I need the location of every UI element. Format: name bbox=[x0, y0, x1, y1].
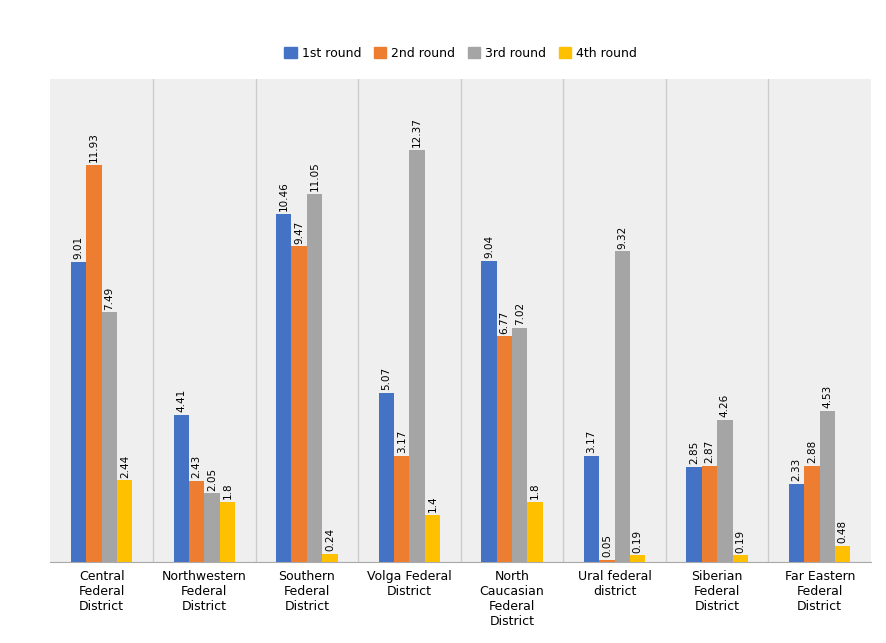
Bar bbox=[394, 456, 409, 562]
Bar bbox=[584, 456, 599, 562]
Bar bbox=[481, 261, 497, 562]
Text: 2.33: 2.33 bbox=[791, 458, 802, 482]
Text: 0.48: 0.48 bbox=[838, 520, 848, 543]
Bar bbox=[102, 312, 117, 562]
Text: 2.87: 2.87 bbox=[704, 440, 714, 464]
Bar bbox=[276, 213, 291, 562]
Text: 7.02: 7.02 bbox=[515, 302, 525, 325]
Text: 9.04: 9.04 bbox=[484, 235, 494, 258]
Legend: 1st round, 2nd round, 3rd round, 4th round: 1st round, 2nd round, 3rd round, 4th rou… bbox=[279, 42, 642, 65]
Bar bbox=[424, 515, 440, 562]
Bar bbox=[512, 328, 527, 562]
Bar bbox=[86, 165, 102, 562]
Text: 1.8: 1.8 bbox=[530, 482, 540, 499]
Bar bbox=[117, 480, 133, 562]
Text: 11.93: 11.93 bbox=[89, 132, 99, 162]
Text: 9.01: 9.01 bbox=[74, 236, 83, 259]
Text: 9.47: 9.47 bbox=[294, 221, 304, 244]
Text: 1.4: 1.4 bbox=[428, 496, 438, 512]
Text: 9.32: 9.32 bbox=[618, 226, 627, 249]
Text: 7.49: 7.49 bbox=[105, 286, 114, 310]
Bar bbox=[789, 484, 804, 562]
Text: 5.07: 5.07 bbox=[381, 367, 392, 390]
Text: 2.85: 2.85 bbox=[689, 441, 699, 464]
Bar bbox=[733, 556, 748, 562]
Bar bbox=[409, 150, 424, 562]
Text: 0.24: 0.24 bbox=[325, 528, 335, 551]
Bar bbox=[717, 420, 733, 562]
Bar bbox=[189, 481, 205, 562]
Text: 2.88: 2.88 bbox=[807, 440, 817, 463]
Text: 3.17: 3.17 bbox=[397, 430, 407, 453]
Text: 0.19: 0.19 bbox=[633, 530, 642, 553]
Text: 12.37: 12.37 bbox=[412, 118, 422, 147]
Text: 2.44: 2.44 bbox=[120, 455, 130, 478]
Bar bbox=[205, 493, 220, 562]
Bar bbox=[174, 415, 189, 562]
Text: 1.8: 1.8 bbox=[222, 482, 232, 499]
Text: 11.05: 11.05 bbox=[309, 161, 320, 191]
Text: 10.46: 10.46 bbox=[279, 181, 289, 211]
Bar bbox=[307, 194, 323, 562]
Text: 4.26: 4.26 bbox=[719, 394, 730, 417]
Bar bbox=[323, 554, 338, 562]
Bar bbox=[820, 411, 835, 562]
Bar bbox=[630, 556, 645, 562]
Text: 0.19: 0.19 bbox=[735, 530, 745, 553]
Bar bbox=[702, 466, 717, 562]
Bar bbox=[291, 246, 307, 562]
Bar bbox=[497, 336, 512, 562]
Bar bbox=[804, 466, 820, 562]
Bar bbox=[527, 502, 543, 562]
Bar bbox=[835, 546, 851, 562]
Text: 6.77: 6.77 bbox=[500, 311, 509, 334]
Bar bbox=[220, 502, 235, 562]
Bar bbox=[378, 393, 394, 562]
Text: 2.43: 2.43 bbox=[191, 455, 202, 478]
Bar bbox=[615, 251, 630, 562]
Bar bbox=[599, 560, 615, 562]
Text: 0.05: 0.05 bbox=[602, 534, 612, 557]
Bar bbox=[71, 262, 86, 562]
Text: 2.05: 2.05 bbox=[207, 467, 217, 491]
Text: 4.53: 4.53 bbox=[822, 385, 833, 408]
Bar bbox=[687, 467, 702, 562]
Text: 3.17: 3.17 bbox=[587, 430, 596, 453]
Text: 4.41: 4.41 bbox=[176, 389, 186, 412]
